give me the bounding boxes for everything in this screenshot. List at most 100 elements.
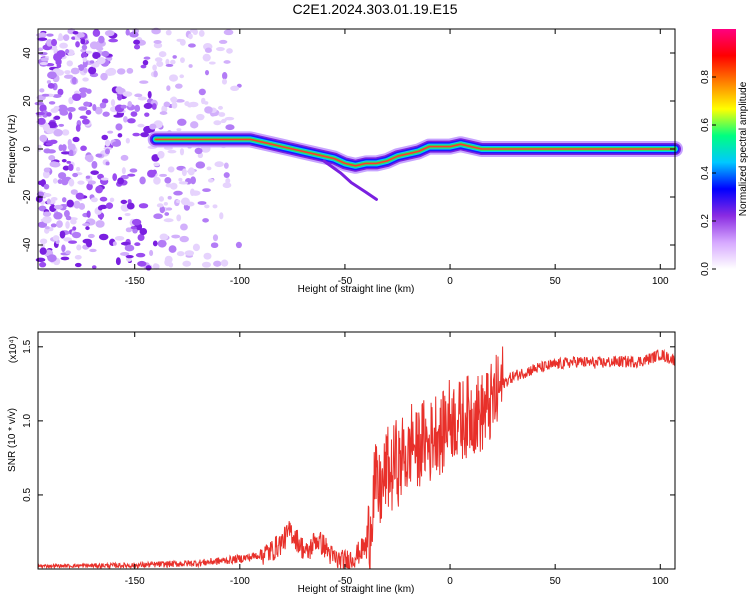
snr-x-ticks: -150 -100 -50 0 50 100 — [125, 332, 669, 587]
snr-x-label: Height of straight line (km) — [298, 584, 415, 595]
noise-speckle — [82, 223, 90, 227]
snr-x-tick-label: -100 — [230, 576, 250, 587]
noise-speckle — [101, 98, 109, 104]
noise-speckle — [178, 177, 183, 182]
noise-speckle — [144, 112, 150, 117]
noise-speckle — [170, 59, 176, 65]
noise-speckle — [80, 145, 87, 151]
noise-speckle — [165, 29, 172, 36]
noise-speckle — [187, 43, 196, 48]
noise-speckle — [138, 203, 149, 209]
noise-speckle — [190, 176, 196, 185]
noise-speckle — [79, 115, 88, 120]
noise-speckle — [117, 177, 125, 185]
noise-speckle — [61, 159, 67, 163]
noise-speckle — [101, 134, 109, 141]
noise-speckle — [65, 250, 71, 255]
noise-speckle — [125, 137, 130, 144]
noise-speckle — [87, 180, 96, 185]
noise-speckle — [46, 112, 52, 117]
noise-speckle — [75, 41, 80, 48]
noise-speckle — [112, 173, 118, 182]
noise-speckle — [71, 231, 82, 239]
noise-speckle — [68, 240, 78, 244]
noise-speckle — [212, 204, 218, 209]
noise-speckle — [107, 130, 114, 134]
colorbar-ticks: 0.0 0.2 0.4 0.6 0.8 — [700, 70, 716, 276]
noise-speckle — [184, 101, 190, 107]
noise-speckle — [45, 226, 50, 230]
noise-speckle — [35, 257, 46, 262]
noise-speckle — [36, 191, 45, 197]
noise-speckle — [70, 219, 77, 225]
noise-speckle — [82, 118, 90, 125]
noise-speckle — [72, 136, 80, 143]
noise-speckle — [46, 80, 52, 84]
noise-speckle — [45, 142, 54, 146]
noise-speckle — [105, 202, 114, 209]
noise-speckle — [139, 176, 146, 185]
noise-speckle — [181, 168, 187, 177]
snr-x-tick-label: -50 — [338, 576, 353, 587]
noise-speckle — [196, 113, 205, 121]
noise-speckle — [124, 212, 131, 217]
noise-speckle — [111, 141, 122, 147]
noise-speckle — [39, 62, 49, 66]
noise-speckle — [125, 254, 134, 259]
noise-speckle — [57, 88, 64, 96]
noise-speckle — [207, 178, 214, 183]
noise-speckle — [124, 244, 135, 252]
noise-speckle — [113, 114, 123, 118]
colorbar-tick-label: 0.0 — [700, 262, 711, 276]
noise-speckle — [90, 197, 98, 203]
noise-speckle — [170, 96, 178, 104]
noise-speckle — [46, 149, 56, 154]
noise-speckle — [163, 218, 174, 223]
noise-speckle — [153, 70, 158, 78]
noise-speckle — [72, 30, 79, 35]
spectrogram-y-tick-label: 0 — [22, 146, 33, 152]
noise-speckle — [154, 57, 163, 63]
noise-speckle — [104, 139, 111, 147]
noise-speckle — [171, 101, 178, 109]
noise-speckle — [224, 116, 235, 121]
noise-speckle — [164, 258, 172, 267]
noise-speckle — [133, 44, 141, 50]
noise-speckle — [165, 183, 173, 188]
spectrogram-x-tick-label: -100 — [230, 276, 250, 287]
colorbar: 0.0 0.2 0.4 0.6 0.8 Normalized spectral ampl… — [700, 29, 749, 276]
noise-speckle — [214, 161, 224, 168]
noise-speckle — [46, 198, 51, 205]
noise-speckle — [173, 190, 183, 196]
noise-speckle — [74, 254, 82, 260]
noise-speckle — [47, 71, 57, 79]
noise-speckle — [85, 175, 91, 179]
noise-speckle — [40, 238, 48, 245]
noise-speckle — [47, 121, 57, 129]
noise-speckle — [115, 123, 123, 131]
noise-speckle — [218, 105, 223, 110]
noise-speckle — [149, 123, 157, 130]
noise-speckle — [110, 69, 116, 75]
noise-speckle — [63, 209, 70, 218]
noise-speckle — [114, 235, 125, 241]
noise-speckle — [153, 213, 163, 220]
noise-speckle — [104, 30, 115, 37]
noise-speckle — [153, 176, 161, 185]
noise-speckle — [120, 241, 131, 246]
noise-speckle — [66, 60, 73, 67]
noise-speckle — [206, 166, 212, 171]
noise-speckle — [140, 64, 147, 69]
noise-speckle — [168, 245, 177, 253]
noise-speckle — [176, 128, 182, 132]
spectrogram-y-tick-label: 40 — [22, 47, 33, 59]
noise-speckle — [151, 103, 157, 110]
noise-speckle — [118, 216, 123, 221]
noise-speckle — [194, 147, 203, 155]
noise-speckle — [37, 47, 44, 52]
noise-speckle — [48, 101, 56, 105]
snr-y-tick-label: 1.5 — [22, 339, 33, 353]
noise-speckle — [223, 60, 231, 64]
noise-speckle — [57, 37, 64, 41]
noise-speckle — [84, 154, 93, 162]
